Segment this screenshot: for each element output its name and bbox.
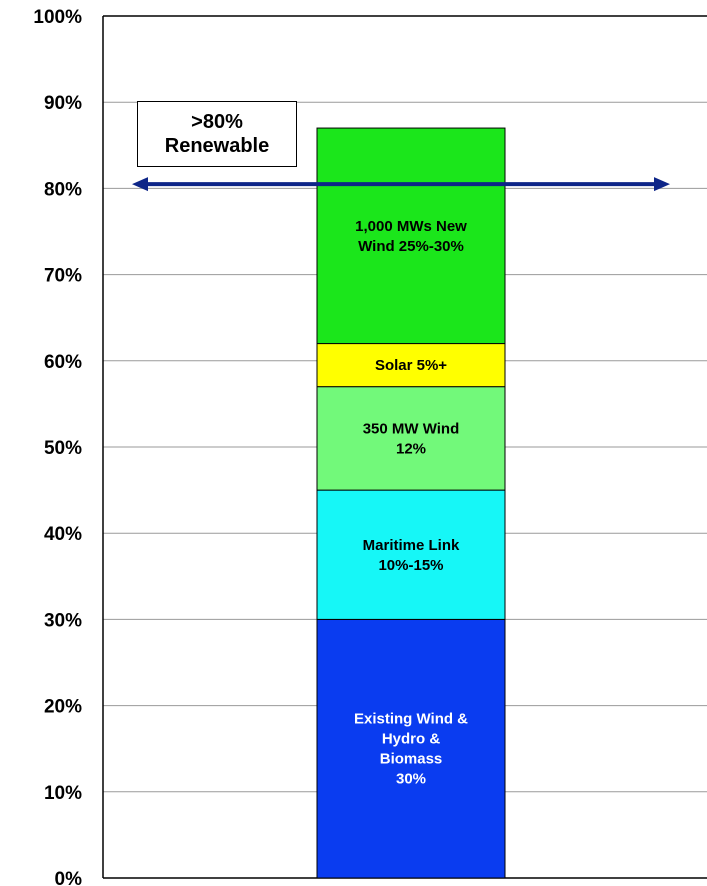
stacked-bar: Existing Wind & Hydro & Biomass 30% Maritime…	[316, 127, 506, 879]
bar-segment	[316, 618, 506, 879]
segment-label: Existing Wind & Hydro & Biomass 30%	[354, 711, 468, 788]
y-tick-label: 70%	[44, 266, 82, 287]
segment-label: Solar 5%+	[375, 357, 447, 374]
arrow-head-left	[132, 177, 148, 192]
y-tick-label: 20%	[44, 697, 82, 718]
y-tick-label: 90%	[44, 93, 82, 114]
segment-label: 1,000 MWs New Wind 25%-30%	[355, 218, 467, 255]
reference-arrow	[132, 177, 670, 192]
segment-label: Maritime Link 10%-15%	[363, 537, 460, 574]
bar-segment	[316, 386, 506, 491]
bar-segment	[316, 343, 506, 388]
y-tick-label: 80%	[44, 179, 82, 200]
annotation-line-2: Renewable	[164, 135, 270, 157]
y-tick-label: 0%	[55, 869, 83, 886]
y-tick-label: 60%	[44, 352, 82, 373]
y-tick-label: 10%	[44, 783, 82, 804]
bar-segment	[316, 489, 506, 620]
segment-label: 350 MW Wind 12%	[363, 420, 460, 457]
bar-segment	[316, 127, 506, 345]
annotation-line-1: >80%	[191, 111, 243, 133]
y-tick-label: 100%	[33, 7, 82, 28]
renewable-annotation-box: >80% Renewable	[137, 101, 297, 167]
y-tick-label: 30%	[44, 610, 82, 631]
y-tick-label: 50%	[44, 438, 82, 459]
arrow-head-right	[654, 177, 670, 192]
y-axis: 0% 10% 20% 30% 40% 50% 60% 70% 80% 90% 100%	[33, 7, 707, 886]
y-tick-label: 40%	[44, 524, 82, 545]
